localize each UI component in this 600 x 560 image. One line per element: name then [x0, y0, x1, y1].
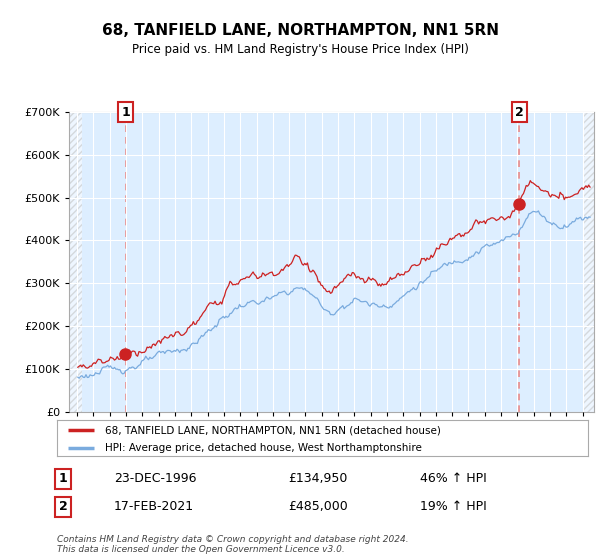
Text: HPI: Average price, detached house, West Northamptonshire: HPI: Average price, detached house, West…	[105, 444, 422, 454]
Text: 46% ↑ HPI: 46% ↑ HPI	[420, 472, 487, 486]
Text: 68, TANFIELD LANE, NORTHAMPTON, NN1 5RN: 68, TANFIELD LANE, NORTHAMPTON, NN1 5RN	[101, 24, 499, 38]
Text: £134,950: £134,950	[288, 472, 347, 486]
Text: £485,000: £485,000	[288, 500, 348, 514]
Text: 1: 1	[121, 105, 130, 119]
Text: 68, TANFIELD LANE, NORTHAMPTON, NN1 5RN (detached house): 68, TANFIELD LANE, NORTHAMPTON, NN1 5RN …	[105, 425, 440, 435]
Bar	[584, 112, 594, 412]
Text: Price paid vs. HM Land Registry's House Price Index (HPI): Price paid vs. HM Land Registry's House …	[131, 43, 469, 56]
Text: Contains HM Land Registry data © Crown copyright and database right 2024.
This d: Contains HM Land Registry data © Crown c…	[57, 535, 409, 554]
Bar	[69, 112, 82, 412]
Text: 19% ↑ HPI: 19% ↑ HPI	[420, 500, 487, 514]
Text: 23-DEC-1996: 23-DEC-1996	[114, 472, 197, 486]
Text: 17-FEB-2021: 17-FEB-2021	[114, 500, 194, 514]
Text: 2: 2	[515, 105, 524, 119]
Text: 2: 2	[59, 500, 67, 514]
Text: 1: 1	[59, 472, 67, 486]
